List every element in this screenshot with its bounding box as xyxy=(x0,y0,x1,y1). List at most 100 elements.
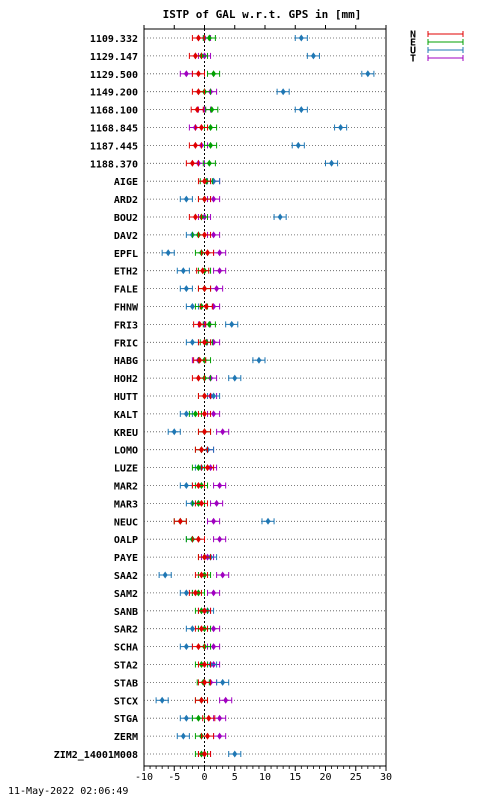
point-N xyxy=(198,571,204,579)
station-label: SANB xyxy=(114,607,138,618)
point-N xyxy=(197,320,203,328)
point-N xyxy=(205,464,211,472)
point-E xyxy=(192,410,198,418)
station-label: ETH2 xyxy=(114,267,138,278)
station-label: HUTT xyxy=(114,392,138,403)
point-N xyxy=(195,482,201,489)
point-N xyxy=(195,88,201,96)
point-U xyxy=(298,106,304,114)
x-tick-label: -10 xyxy=(135,772,153,783)
point-U xyxy=(211,392,217,400)
point-N xyxy=(194,106,200,114)
x-tick-label: 0 xyxy=(201,772,207,783)
point-U xyxy=(365,70,371,78)
station-label: SCHA xyxy=(114,643,138,654)
point-N xyxy=(202,678,207,686)
point-U xyxy=(183,285,189,293)
legend-label-T: T xyxy=(410,54,416,65)
point-N xyxy=(195,643,201,651)
point-U xyxy=(183,482,189,489)
point-N xyxy=(202,285,207,293)
chart-title: ISTP of GAL w.r.t. GPS in [mm] xyxy=(163,8,362,21)
point-N xyxy=(203,303,209,310)
point-U xyxy=(162,571,168,579)
x-axis: -10 -5 0 5 10 15 20 25 30 xyxy=(135,25,392,783)
point-N xyxy=(202,410,207,418)
point-T xyxy=(211,589,217,597)
point-T xyxy=(220,571,226,579)
point-U xyxy=(220,678,226,686)
point-E xyxy=(206,159,212,167)
legend-label-U: U xyxy=(410,46,416,57)
station-label: FALE xyxy=(114,285,138,296)
point-U xyxy=(165,249,171,257)
point-T xyxy=(217,714,223,722)
point-U xyxy=(277,213,283,221)
point-N xyxy=(192,52,198,60)
point-N xyxy=(205,732,211,740)
point-U xyxy=(180,267,186,275)
station-label: STGA xyxy=(114,714,138,725)
point-N xyxy=(202,553,207,561)
station-label: 1168.100 xyxy=(90,106,138,117)
point-U xyxy=(329,159,335,167)
station-label: OALP xyxy=(114,535,138,546)
point-N xyxy=(202,231,207,239)
point-U xyxy=(183,714,189,722)
timestamp: 11-May-2022 02:06:49 xyxy=(8,786,128,797)
station-label: 1187.445 xyxy=(90,141,138,152)
data-marks xyxy=(155,34,375,758)
point-U xyxy=(280,88,286,96)
point-N xyxy=(202,338,207,346)
x-tick-label: -5 xyxy=(168,772,180,783)
point-T xyxy=(211,410,217,418)
point-N xyxy=(198,446,204,454)
point-N xyxy=(202,750,207,758)
point-U xyxy=(338,124,344,131)
point-N xyxy=(198,625,204,633)
point-N xyxy=(202,607,207,615)
point-U xyxy=(189,303,195,310)
point-U xyxy=(265,517,271,525)
station-label: MAR2 xyxy=(114,482,138,493)
point-N xyxy=(195,70,201,78)
point-U xyxy=(159,696,165,704)
station-label: PAYE xyxy=(114,553,138,564)
x-tick-label: 15 xyxy=(289,772,301,783)
station-label: STA2 xyxy=(114,661,138,672)
point-T xyxy=(214,285,220,293)
point-N xyxy=(195,34,201,42)
station-label: 1129.147 xyxy=(90,52,138,63)
station-label: 1168.845 xyxy=(90,124,138,135)
station-label: DAV2 xyxy=(114,231,138,242)
station-label: LUZE xyxy=(114,464,138,475)
point-E xyxy=(208,124,214,131)
point-N xyxy=(200,267,206,275)
point-U xyxy=(232,750,238,758)
point-N xyxy=(195,535,201,543)
point-U xyxy=(189,625,195,633)
station-label: HOH2 xyxy=(114,374,138,385)
station-label: ZIM2_14001M008 xyxy=(54,750,138,761)
point-E xyxy=(211,70,217,78)
station-label: STAB xyxy=(114,678,138,689)
point-E xyxy=(209,106,215,114)
station-label: SAA2 xyxy=(114,571,138,582)
x-tick-label: 20 xyxy=(319,772,331,783)
point-N xyxy=(205,249,211,257)
x-tick-label: 10 xyxy=(259,772,271,783)
point-N xyxy=(202,428,207,436)
x-tick-label: 30 xyxy=(380,772,392,783)
point-N xyxy=(189,159,195,167)
point-N xyxy=(202,661,207,668)
point-U xyxy=(171,428,177,436)
station-label: EPFL xyxy=(114,249,138,260)
station-label: STCX xyxy=(114,696,138,707)
station-label: HABG xyxy=(114,356,138,367)
x-tick-label: 25 xyxy=(350,772,362,783)
point-T xyxy=(211,643,217,651)
point-U xyxy=(180,732,186,740)
station-label: KREU xyxy=(114,428,138,439)
point-T xyxy=(217,267,223,275)
